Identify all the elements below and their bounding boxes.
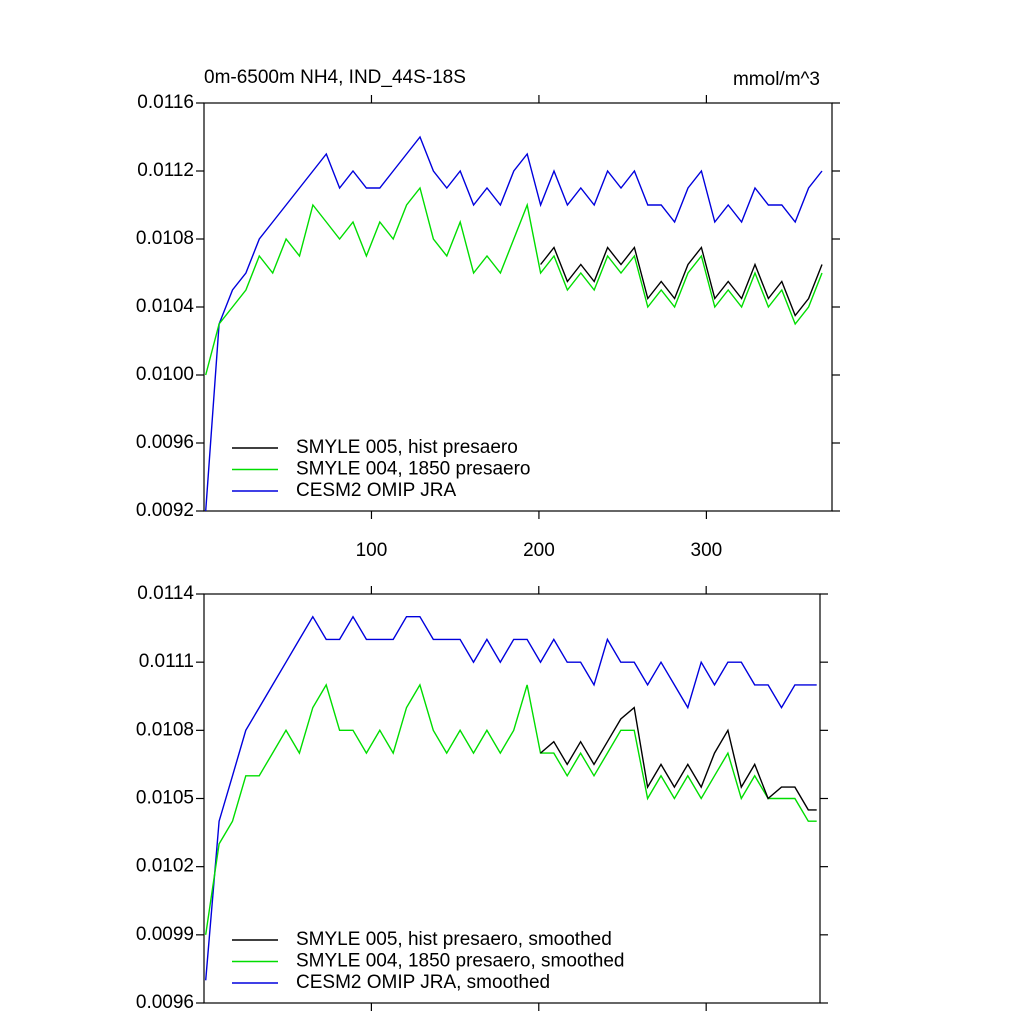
x-tick-label: 100 [356, 540, 388, 561]
y-tick-label: 0.0111 [139, 651, 194, 672]
y-tick-label: 0.0104 [136, 296, 195, 317]
data-line [205, 683, 817, 935]
data-line [205, 615, 817, 981]
y-tick-label: 0.0102 [136, 856, 194, 877]
data-line [205, 135, 823, 512]
data-line [540, 245, 823, 317]
legend-label: CESM2 OMIP JRA [296, 480, 456, 501]
x-tick-label: 200 [523, 540, 555, 561]
data-line [205, 186, 823, 376]
y-tick-label: 0.0108 [136, 719, 194, 740]
y-tick-label: 0.0100 [136, 364, 194, 385]
y-tick-label: 0.0099 [136, 924, 194, 945]
y-tick-label: 0.0116 [137, 92, 194, 113]
y-tick-label: 0.0096 [136, 992, 194, 1013]
legend-label: SMYLE 005, hist presaero [296, 437, 518, 458]
data-line [540, 706, 817, 811]
x-tick-label: 300 [691, 540, 723, 561]
chart-title: 0m-6500m NH4, IND_44S-18S [204, 67, 466, 88]
legend-label: CESM2 OMIP JRA, smoothed [296, 972, 550, 993]
y-tick-label: 0.0105 [136, 788, 194, 809]
y-tick-label: 0.0092 [136, 500, 194, 521]
y-tick-label: 0.0112 [137, 160, 194, 181]
y-tick-label: 0.0114 [137, 583, 194, 604]
y-tick-label: 0.0108 [136, 228, 194, 249]
y-tick-label: 0.0096 [136, 432, 194, 453]
legend-label: SMYLE 005, hist presaero, smoothed [296, 929, 612, 950]
legend-label: SMYLE 004, 1850 presaero [296, 459, 531, 480]
legend-label: SMYLE 004, 1850 presaero, smoothed [296, 951, 624, 972]
units-label: mmol/m^3 [733, 69, 820, 90]
